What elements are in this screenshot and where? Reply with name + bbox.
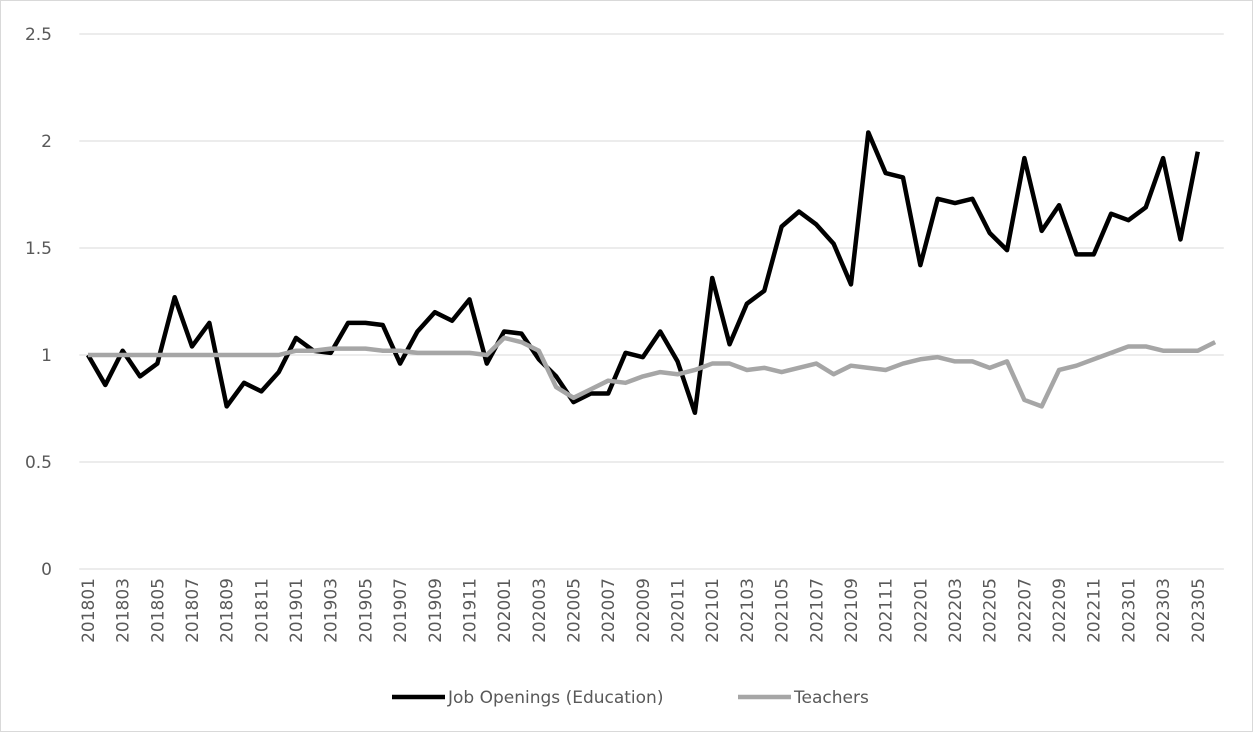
- legend-label: Teachers: [793, 688, 869, 708]
- x-tick-label: 202107: [807, 578, 827, 643]
- x-tick-label: 202007: [599, 578, 619, 643]
- x-tick-label: 201811: [252, 578, 272, 643]
- x-tick-label: 202209: [1050, 578, 1070, 643]
- x-tick-label: 202211: [1085, 578, 1105, 643]
- legend-label: Job Openings (Education): [447, 688, 663, 708]
- x-tick-label: 201907: [391, 578, 411, 643]
- x-tick-label: 202105: [773, 578, 793, 643]
- x-tick-label: 202101: [703, 578, 723, 643]
- x-tick-label: 201807: [183, 578, 203, 643]
- x-tick-label: 202301: [1119, 578, 1139, 643]
- x-tick-label: 201903: [322, 578, 342, 643]
- x-tick-label: 201901: [287, 578, 307, 643]
- series-line: [86, 130, 1200, 416]
- y-tick-label: 2.5: [25, 25, 52, 45]
- x-tick-label: 202109: [842, 578, 862, 643]
- x-tick-label: 202103: [738, 578, 758, 643]
- x-tick-label: 202003: [530, 578, 550, 643]
- x-tick-label: 202201: [911, 578, 931, 643]
- x-tick-label: 201809: [218, 578, 238, 643]
- x-tick-label: 202205: [981, 578, 1001, 643]
- x-tick-label: 202303: [1154, 578, 1174, 643]
- x-tick-label: 201909: [426, 578, 446, 643]
- x-tick-label: 201801: [79, 578, 99, 643]
- y-tick-label: 0.5: [25, 453, 52, 473]
- x-tick-label: 201803: [114, 578, 134, 643]
- series-line: [87, 335, 1217, 409]
- x-tick-label: 202305: [1189, 578, 1209, 643]
- x-tick-label: 201911: [460, 578, 480, 643]
- x-tick-label: 202001: [495, 578, 515, 643]
- x-tick-label: 201905: [356, 578, 376, 643]
- x-tick-label: 201805: [148, 578, 168, 643]
- y-tick-label: 1: [41, 346, 52, 366]
- x-tick-label: 202203: [946, 578, 966, 643]
- x-tick-label: 202011: [669, 578, 689, 643]
- x-tick-label: 202111: [877, 578, 897, 643]
- x-tick-label: 202009: [634, 578, 654, 643]
- y-tick-label: 0: [41, 560, 52, 580]
- y-tick-label: 2: [41, 132, 52, 152]
- x-tick-label: 202005: [565, 578, 585, 643]
- y-tick-label: 1.5: [25, 239, 52, 259]
- x-tick-label: 202207: [1015, 578, 1035, 643]
